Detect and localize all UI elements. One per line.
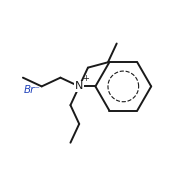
Text: N: N — [75, 81, 83, 91]
Text: +: + — [83, 74, 89, 83]
Text: Br⁻: Br⁻ — [24, 85, 41, 95]
